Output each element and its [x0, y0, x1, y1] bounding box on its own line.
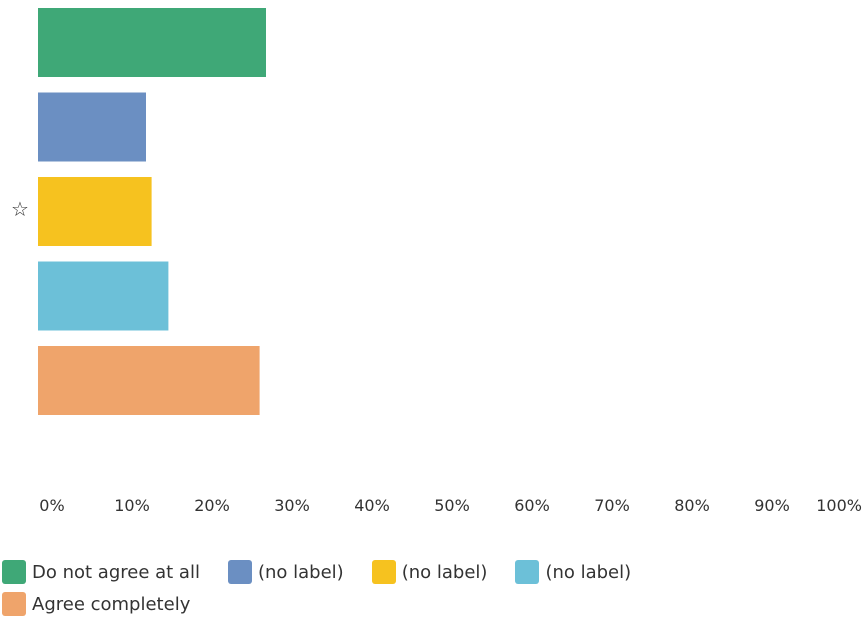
x-tick-label: 100%: [816, 496, 862, 515]
x-tick-label: 80%: [674, 496, 710, 515]
legend-item-agree-completely: Agree completely: [2, 592, 190, 616]
bar-0: [38, 8, 266, 77]
legend-swatch: [515, 560, 540, 584]
legend-item-no-label-2: (no label): [371, 560, 488, 584]
legend-item-do-not-agree: Do not agree at all: [2, 560, 200, 584]
bar-1: [38, 92, 146, 162]
legend-swatch: [371, 560, 396, 584]
x-tick-label: 60%: [514, 496, 550, 515]
legend-swatch: [2, 560, 26, 584]
x-tick-label: 90%: [754, 496, 790, 515]
legend-swatch: [2, 592, 26, 616]
bar-2: [38, 177, 152, 246]
legend-label: Do not agree at all: [32, 561, 200, 583]
x-tick-label: 40%: [354, 496, 390, 515]
legend-swatch: [227, 560, 252, 584]
legend-label: (no label): [545, 561, 632, 583]
legend-label: Agree completely: [32, 593, 191, 615]
legend-item-no-label-3: (no label): [515, 560, 631, 584]
bar-3: [38, 261, 169, 331]
x-tick-label: 30%: [274, 496, 310, 515]
x-tick-label: 70%: [594, 496, 630, 515]
star-icon: ☆: [11, 197, 29, 221]
legend: Do not agree at all (no label) (no label…: [2, 556, 862, 620]
legend-label: (no label): [257, 561, 344, 583]
legend-label: (no label): [401, 561, 488, 583]
legend-item-no-label-1: (no label): [227, 560, 344, 584]
legend-row-2: Agree completely: [2, 588, 862, 620]
bar-4: [38, 346, 260, 415]
x-tick-label: 0%: [39, 496, 64, 515]
x-tick-label: 10%: [114, 496, 150, 515]
x-tick-label: 20%: [194, 496, 230, 515]
x-tick-label: 50%: [434, 496, 470, 515]
bar-chart: 0% 10% 20% 30% 40% 50% 60% 70% 80% 90% 100%: [38, 8, 862, 515]
legend-row-1: Do not agree at all (no label) (no label…: [2, 556, 862, 588]
